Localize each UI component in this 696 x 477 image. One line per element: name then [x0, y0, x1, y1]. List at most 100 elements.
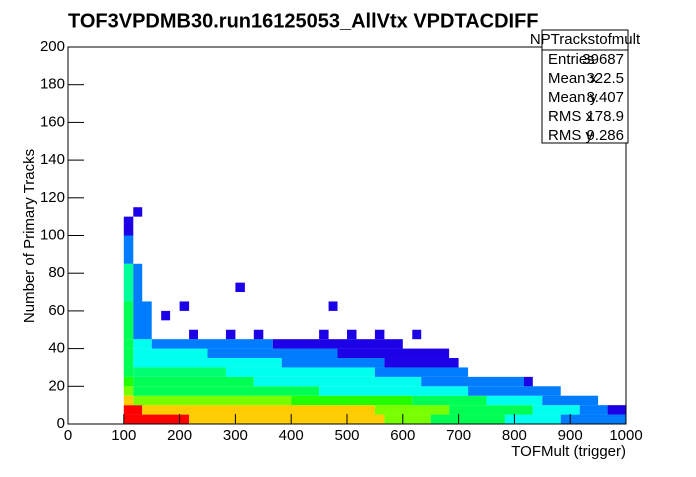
cell — [123, 376, 134, 387]
cell — [281, 358, 385, 368]
cell — [123, 358, 134, 368]
cell — [319, 386, 469, 396]
y-tick-label: 20 — [48, 377, 65, 394]
cell — [123, 339, 134, 349]
y-tick-label: 140 — [40, 151, 65, 168]
cell — [328, 301, 338, 311]
cell — [225, 367, 375, 377]
x-tick-label: 600 — [390, 427, 415, 444]
y-tick-label: 120 — [40, 189, 65, 206]
y-tick-label: 160 — [40, 113, 65, 130]
x-tick-label: 0 — [64, 427, 72, 444]
stats-label: RMS y — [548, 127, 594, 144]
x-tick-label: 1000 — [609, 427, 642, 444]
cell — [412, 395, 487, 406]
cell — [123, 301, 134, 340]
x-tick-label: 100 — [111, 427, 136, 444]
cell — [374, 405, 450, 415]
stats-label: Mean y — [548, 89, 598, 106]
cell — [421, 376, 524, 387]
cell — [560, 414, 626, 424]
stats-value: 8.407 — [586, 89, 624, 106]
cell — [347, 329, 357, 340]
cell — [123, 386, 134, 396]
x-axis-label: TOFMult (trigger) — [511, 443, 626, 460]
chart-title: TOF3VPDMB30.run16125053_AllVtx VPDTACDIF… — [68, 10, 539, 32]
cell — [486, 395, 543, 406]
cell — [430, 414, 505, 424]
y-tick-label: 60 — [48, 302, 65, 319]
cell — [179, 301, 190, 311]
cell — [523, 376, 533, 387]
y-tick-label: 0 — [57, 415, 65, 432]
cell — [123, 216, 134, 236]
stats-value: 39687 — [582, 51, 624, 68]
stats-box — [541, 29, 629, 144]
stats-title: NPTrackstofmult — [530, 31, 641, 48]
stats-value: 322.5 — [586, 70, 624, 87]
cell — [133, 376, 254, 387]
cell — [579, 405, 608, 415]
cell — [151, 339, 273, 349]
x-tick-label: 400 — [279, 427, 304, 444]
cell — [449, 405, 533, 415]
axes: 0 100 200 300 400 500 600 700 800 900 1000 0 20 40 60 8… — [40, 38, 643, 444]
x-tick-label: 500 — [334, 427, 359, 444]
cell — [384, 358, 459, 368]
cell — [374, 329, 385, 340]
y-tick-label: 40 — [48, 340, 65, 357]
cell — [123, 414, 190, 424]
cell — [133, 386, 320, 396]
cell — [142, 405, 375, 415]
cell — [272, 339, 403, 349]
stats-label: Mean x — [548, 70, 598, 87]
x-tick-label: 700 — [446, 427, 471, 444]
cell — [607, 405, 626, 415]
cell — [189, 414, 385, 424]
cell — [253, 376, 422, 387]
cell — [253, 329, 264, 340]
cell — [123, 367, 134, 377]
cell — [542, 395, 599, 406]
cell — [133, 301, 152, 340]
cell — [468, 386, 561, 396]
x-tick-label: 900 — [558, 427, 583, 444]
cell — [123, 348, 134, 359]
cell — [189, 329, 199, 340]
stats-label: RMS x — [548, 108, 594, 125]
y-tick-label: 200 — [40, 38, 65, 55]
cell — [291, 395, 413, 406]
cell — [133, 339, 152, 349]
x-tick-label: 800 — [502, 427, 527, 444]
cell — [133, 358, 282, 368]
cell — [532, 405, 580, 415]
cell — [225, 329, 236, 340]
cell — [319, 329, 329, 340]
y-tick-label: 80 — [48, 264, 65, 281]
cell — [133, 367, 226, 377]
cells — [123, 207, 626, 424]
cell — [123, 263, 134, 302]
stats-label: Entries — [548, 51, 595, 68]
cell — [374, 367, 469, 377]
y-tick-label: 180 — [40, 76, 65, 93]
y-axis-label: Number of Primary Tracks — [21, 149, 38, 323]
cell — [337, 348, 450, 359]
cell — [412, 329, 422, 340]
stats-value: 9.286 — [586, 127, 624, 144]
x-tick-label: 300 — [223, 427, 248, 444]
cell — [133, 207, 143, 217]
cell — [133, 395, 292, 406]
cell — [123, 405, 143, 415]
cell — [133, 263, 143, 302]
cell — [161, 310, 171, 321]
stats-value: 178.9 — [586, 108, 624, 125]
cell — [123, 395, 134, 406]
cell — [207, 348, 338, 359]
cell — [133, 348, 208, 359]
cell — [504, 414, 561, 424]
y-tick-label: 100 — [40, 226, 65, 243]
cell — [123, 235, 134, 264]
